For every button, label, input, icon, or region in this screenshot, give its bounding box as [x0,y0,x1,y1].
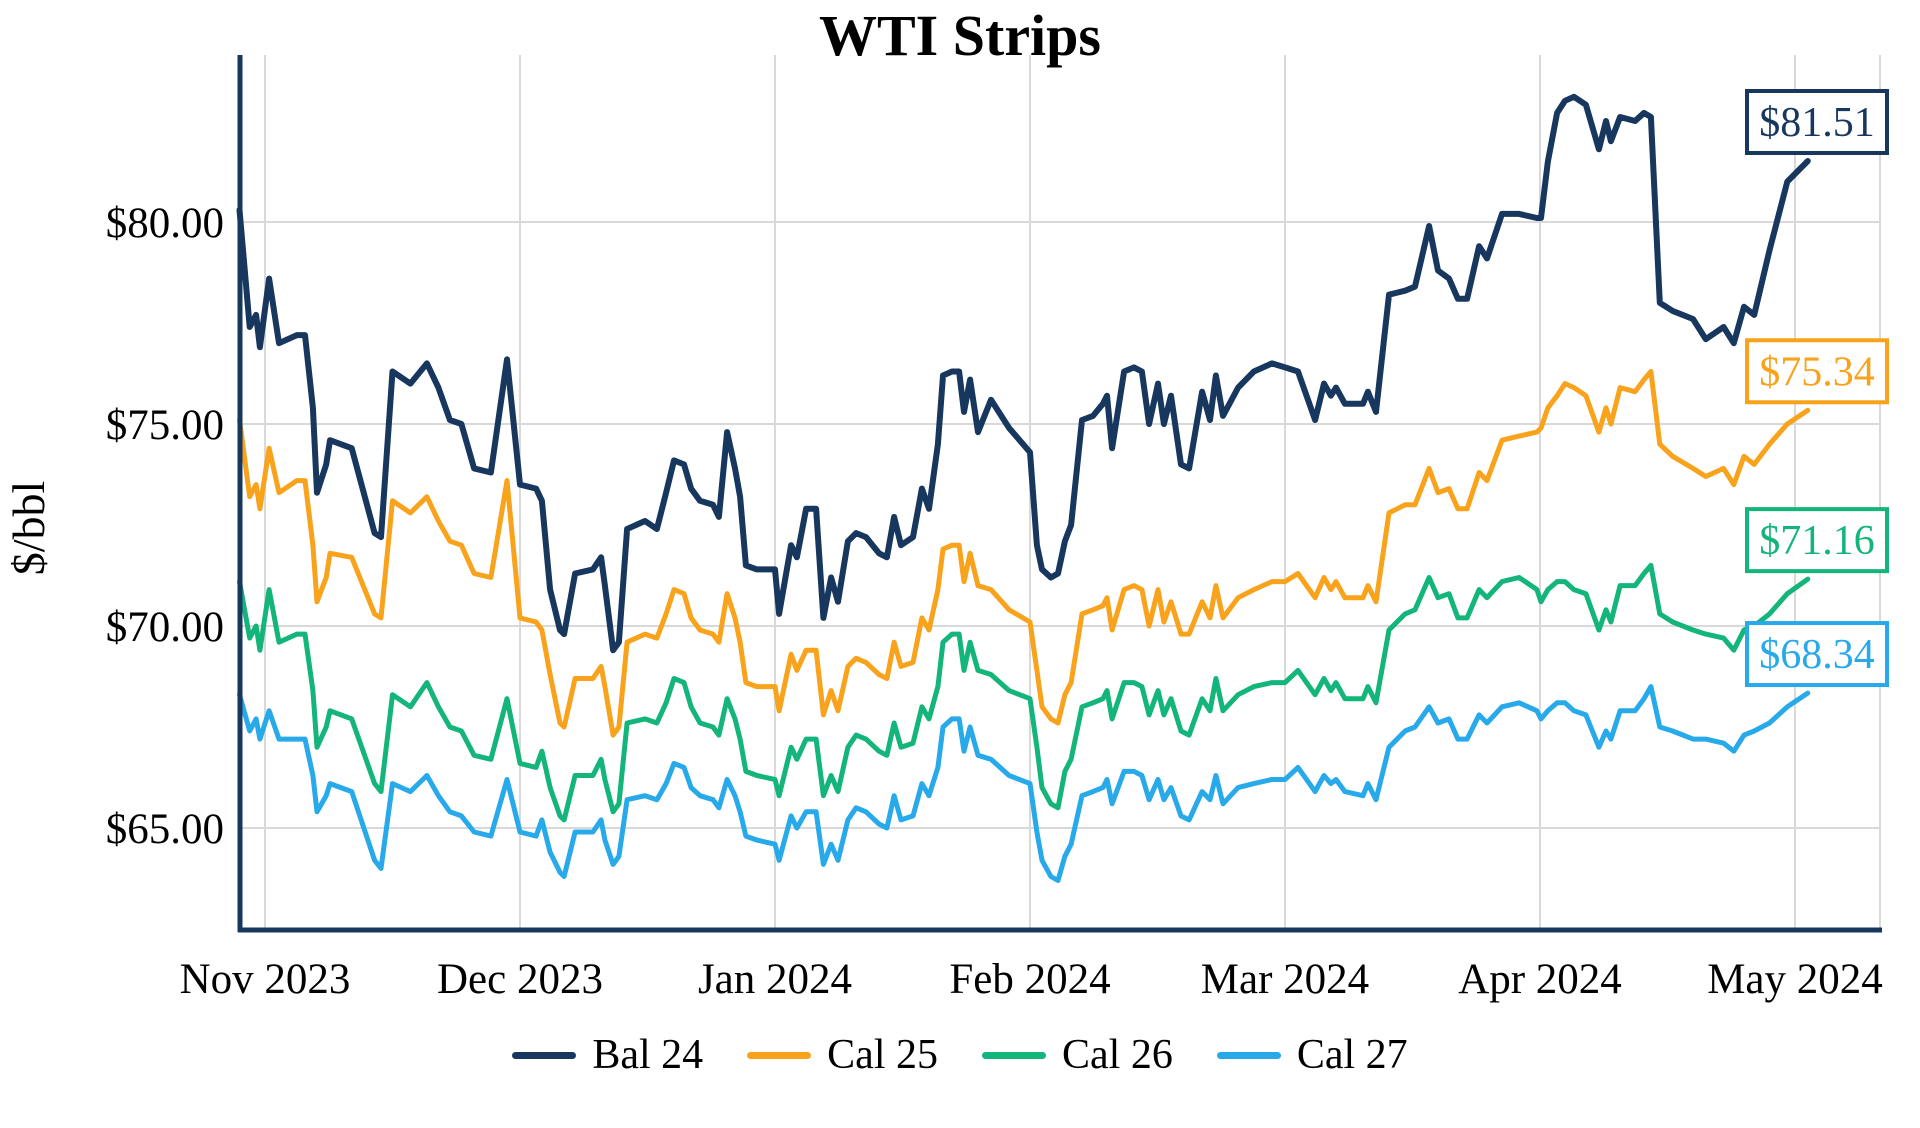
legend-item-bal-24: Bal 24 [512,1034,703,1076]
y-tick-label: $70.00 [106,604,224,651]
y-tick-label: $75.00 [106,402,224,449]
end-label-box-cal-27 [1745,621,1889,688]
chart-canvas: $81.51 $75.34 $71.16 $68.34 $65.00 $70.00 $75.… [3,55,1889,1003]
x-tick-label: Apr 2024 [1458,956,1622,1003]
series-line-cal-26 [237,562,1811,823]
x-tick-label: Mar 2024 [1201,956,1369,1003]
end-label-text-bal-24: $81.51 [1759,100,1875,146]
end-label-box-cal-25 [1745,338,1889,405]
end-label-box-bal-24 [1745,88,1889,155]
y-axis-label: $/bbl [3,481,54,576]
y-tick-label: $80.00 [106,200,224,247]
end-label-box-cal-26 [1745,507,1889,574]
chart-title: WTI Strips [818,3,1101,68]
y-tick-label: $65.00 [106,806,224,853]
legend-item-cal-27: Cal 27 [1216,1032,1408,1078]
legend-swatch-cal-26 [982,1051,1046,1059]
end-label-text-cal-26: $71.16 [1759,518,1875,564]
x-tick-label: Jan 2024 [698,956,852,1003]
legend-label-bal-24: Bal 24 [592,1032,704,1078]
legend-item-cal-25: Cal 25 [747,1034,938,1076]
chart-legend: Bal 24 Cal 25 Cal 26 Cal 27 [0,1034,1920,1076]
x-tick-label: May 2024 [1707,956,1883,1003]
legend-item-cal-26: Cal 26 [982,1034,1173,1076]
legend-swatch-bal-24 [512,1051,577,1059]
x-tick-label: Dec 2023 [437,956,603,1003]
legend-label-cal-25: Cal 25 [827,1032,938,1078]
series-line-cal-25 [237,369,1811,738]
legend-swatch-cal-27 [1216,1051,1281,1059]
x-tick-label: Nov 2023 [180,956,351,1003]
legend-label-cal-27: Cal 27 [1296,1032,1408,1078]
legend-label-cal-26: Cal 26 [1062,1032,1173,1078]
x-tick-label: Feb 2024 [949,956,1110,1003]
end-label-text-cal-25: $75.34 [1759,349,1875,395]
legend-swatch-cal-25 [747,1051,812,1059]
series-line-cal-27 [237,684,1811,883]
end-label-text-cal-27: $68.34 [1759,632,1875,678]
series-line-bal-24 [236,93,1811,654]
